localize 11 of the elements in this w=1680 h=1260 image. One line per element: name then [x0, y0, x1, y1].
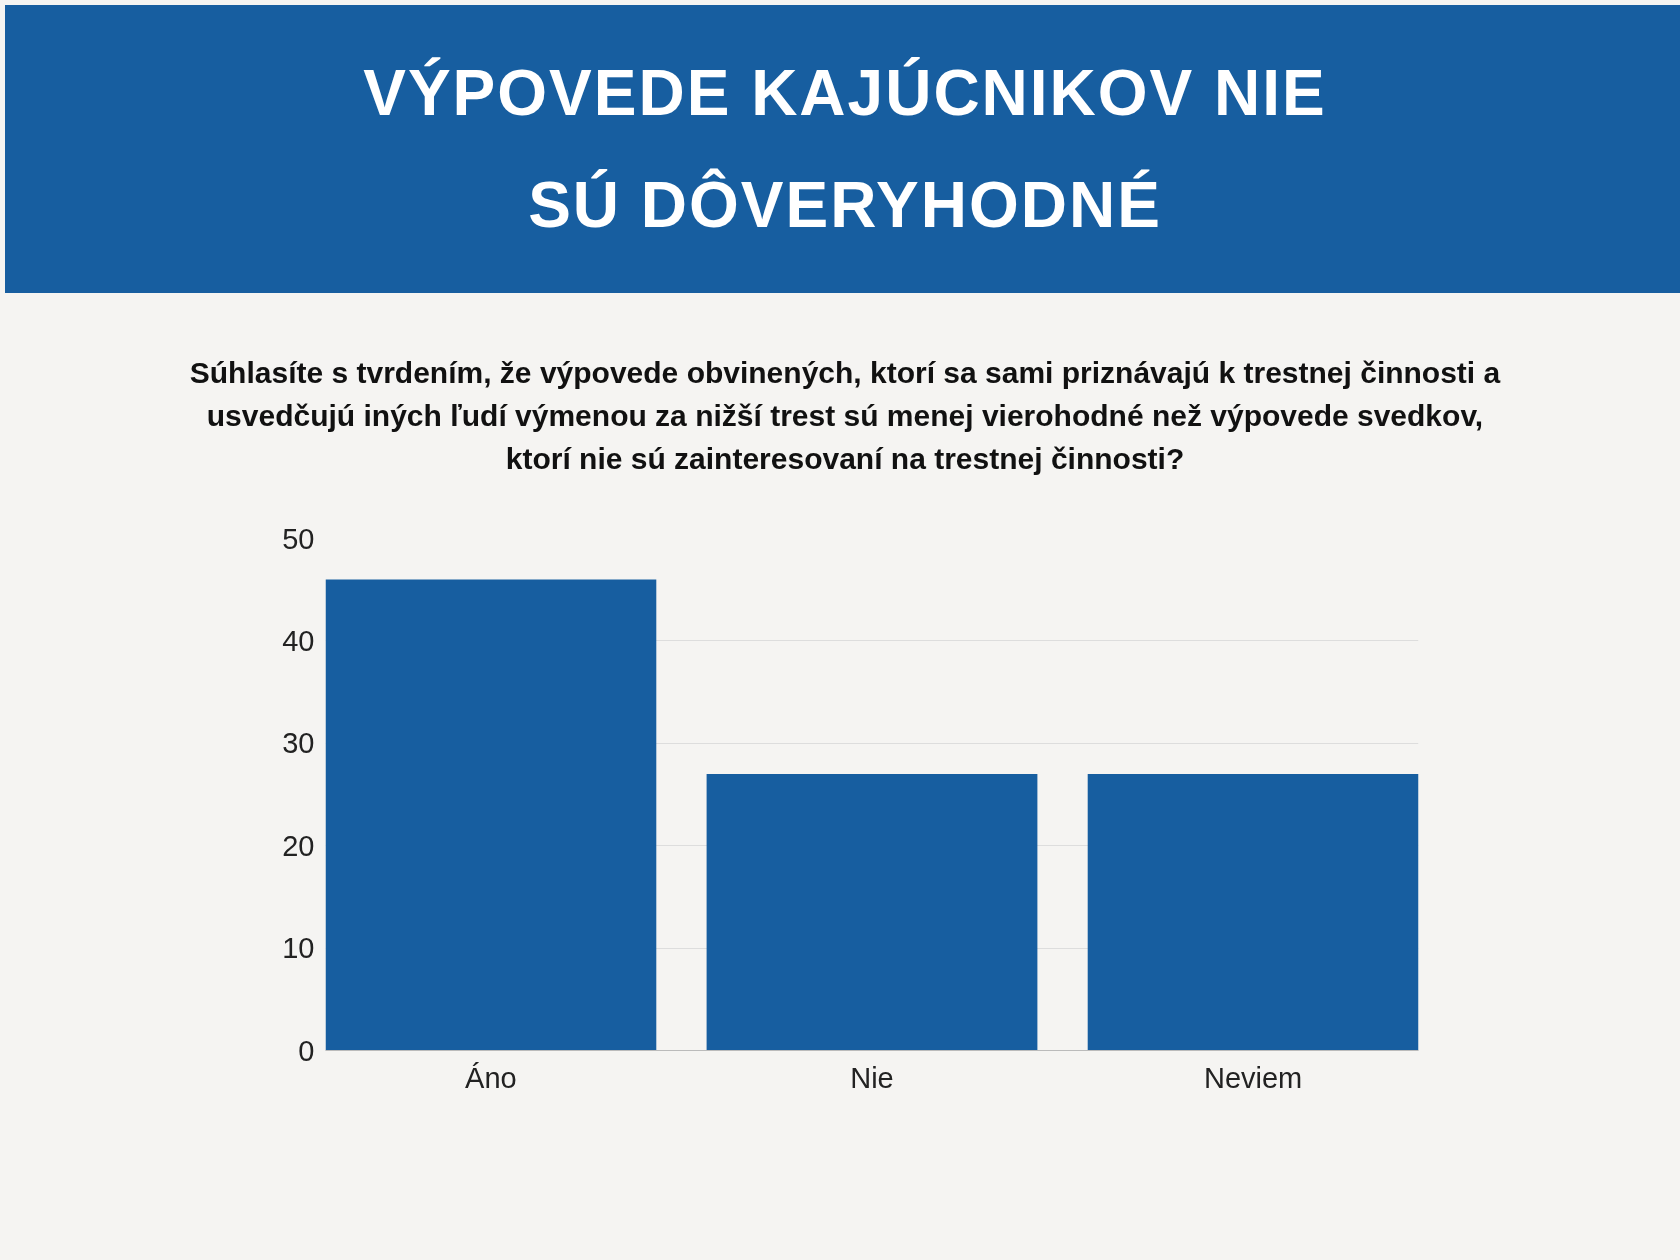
y-tick-label: 30 [282, 727, 315, 760]
x-tick-label: Nie [850, 1061, 894, 1094]
x-tick-label: Áno [465, 1061, 517, 1094]
y-tick-label: 10 [282, 932, 315, 965]
y-tick-label: 0 [298, 1034, 315, 1067]
y-tick-label: 50 [282, 522, 315, 555]
chart-subtitle: Súhlasíte s tvrdením, že výpovede obvinených, ktorí sa sami priznávajú k trestnej činnosti a usvedčujú iných ľudí výmenou za nižší trest sú menej vierohodné než výpovede svedkov, ktorí nie sú zainteresovaní na trestnej činnosti? [188, 355, 1502, 477]
x-tick-label: Neviem [1203, 1061, 1303, 1094]
chart-title: VÝPOVEDE KAJÚCNIKOV NIE SÚ DÔVERYHODNÉ [362, 56, 1328, 243]
y-tick-label: 20 [282, 829, 315, 862]
y-tick-label: 40 [282, 624, 315, 657]
